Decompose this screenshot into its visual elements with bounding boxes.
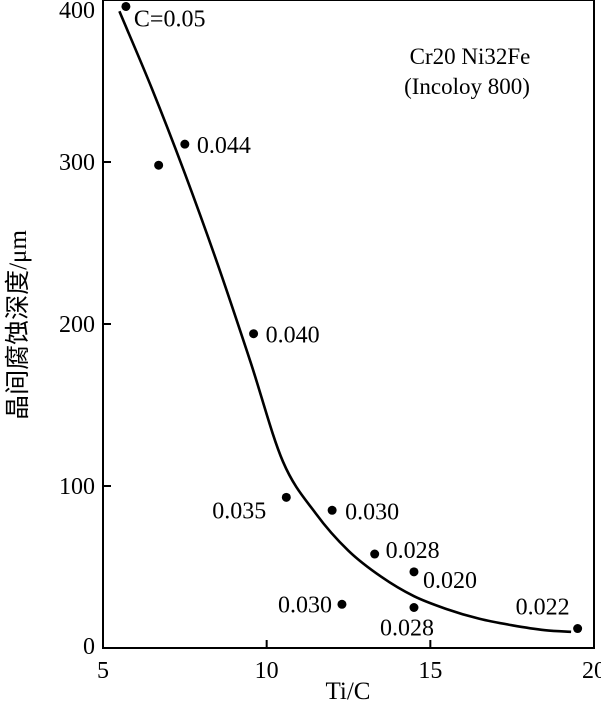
x-tick-label: 10 [255, 658, 279, 684]
x-axis-title: Ti/C [326, 678, 371, 705]
data-point [249, 329, 259, 339]
data-point-label: 0.035 [212, 498, 266, 524]
data-point [409, 567, 419, 577]
y-tick-label: 400 [59, 0, 95, 24]
y-tick-label: 0 [83, 634, 95, 660]
annotation-line-1: Cr20 Ni32Fe [410, 44, 531, 69]
data-point-label: 0.030 [278, 592, 332, 618]
data-point [154, 160, 164, 170]
data-point [281, 492, 291, 502]
data-point-label: C=0.05 [134, 6, 206, 32]
y-tick-label: 100 [59, 474, 95, 500]
data-point-label: 0.022 [516, 595, 570, 621]
x-tick-label: 5 [97, 658, 109, 684]
data-point [409, 603, 419, 612]
x-tick-label: 20 [582, 658, 601, 684]
data-point [573, 624, 583, 634]
data-point-label: 0.028 [386, 538, 440, 564]
y-tick-label: 300 [59, 150, 95, 176]
point-group: C=0.05 0.044 0.040 0.035 0.030 0.028 0.020 0.03… [121, 1, 583, 642]
data-point-label: 0.040 [266, 323, 320, 349]
data-point-label: 0.028 [380, 616, 434, 642]
annotation-line-2: (Incoloy 800) [404, 74, 530, 99]
data-point [327, 505, 337, 515]
fit-curve [118, 10, 572, 634]
x-tick-label: 15 [418, 658, 442, 684]
data-point [337, 599, 347, 609]
y-axis-title: 晶间腐蚀深度/μm [4, 230, 32, 420]
data-point-label: 0.020 [423, 568, 477, 594]
data-point [180, 139, 190, 149]
data-point [121, 1, 131, 11]
y-tick-label: 200 [59, 312, 95, 338]
data-point [370, 549, 380, 559]
data-point-label: 0.030 [345, 499, 399, 525]
data-point-label: 0.044 [197, 133, 251, 159]
